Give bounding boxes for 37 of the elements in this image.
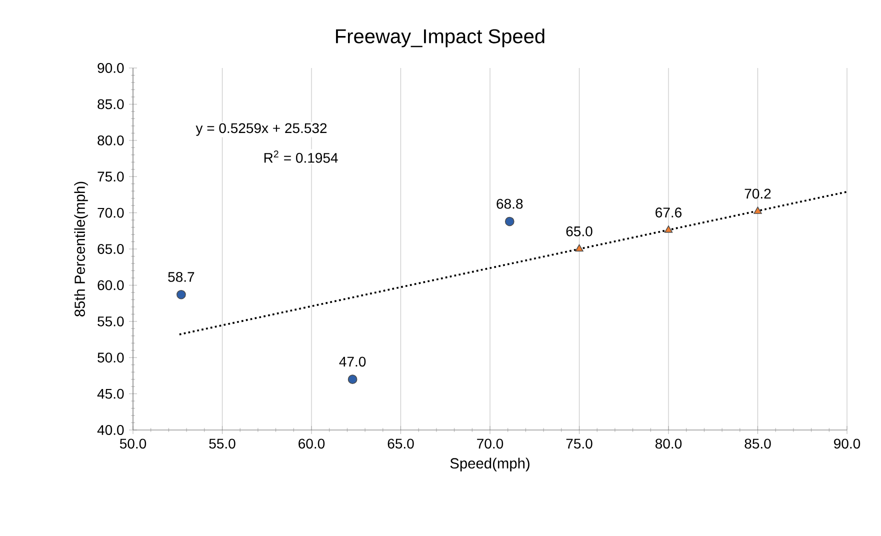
y-tick-label: 75.0	[98, 172, 124, 182]
point	[348, 374, 358, 384]
y-tick-label: 90.0	[98, 63, 124, 73]
data-label: 70.2	[744, 188, 771, 199]
y-tick-label: 60.0	[98, 280, 124, 290]
x-tick-label: 50.0	[120, 438, 146, 449]
y-tick-label: 40.0	[97, 425, 124, 435]
x-tick-label: 65.0	[388, 438, 414, 449]
data-label: 65.0	[566, 226, 592, 236]
y-tick-label: 80.0	[98, 135, 124, 146]
y-axis-title: 85th Percentile(mph)	[74, 182, 88, 316]
data-label: 68.8	[496, 198, 523, 209]
chart-title: Freeway_Impact Speed	[336, 28, 544, 48]
annotation: y = 0.5259x + 25.532	[196, 123, 327, 136]
y-tick-label: 45.0	[97, 388, 124, 399]
x-tick-label: 75.0	[566, 438, 592, 449]
x-tick-label: 85.0	[744, 438, 771, 449]
x-tick-label: 90.0	[834, 438, 860, 449]
point	[754, 206, 762, 214]
x-tick-label: 70.0	[477, 438, 504, 449]
x-tick-label: 80.0	[655, 438, 682, 449]
x-axis-title: Speed(mph)	[450, 458, 530, 472]
point	[575, 244, 584, 252]
data-label: 47.0	[339, 356, 366, 367]
y-tick-label: 85.0	[98, 99, 124, 110]
y-tick-label: 55.0	[98, 316, 124, 326]
point	[504, 216, 514, 226]
x-tick-label: 60.0	[298, 438, 325, 449]
annotation: R$^{2}$ = 0.1954	[264, 150, 338, 163]
point	[664, 226, 673, 233]
y-tick-label: 70.0	[98, 208, 124, 218]
x-tick-label: 55.0	[209, 438, 236, 449]
data-label: 58.7	[168, 272, 194, 282]
data-label: 67.6	[656, 208, 682, 218]
y-tick-label: 65.0	[98, 244, 124, 254]
point	[176, 290, 186, 300]
y-tick-label: 50.0	[98, 352, 124, 363]
